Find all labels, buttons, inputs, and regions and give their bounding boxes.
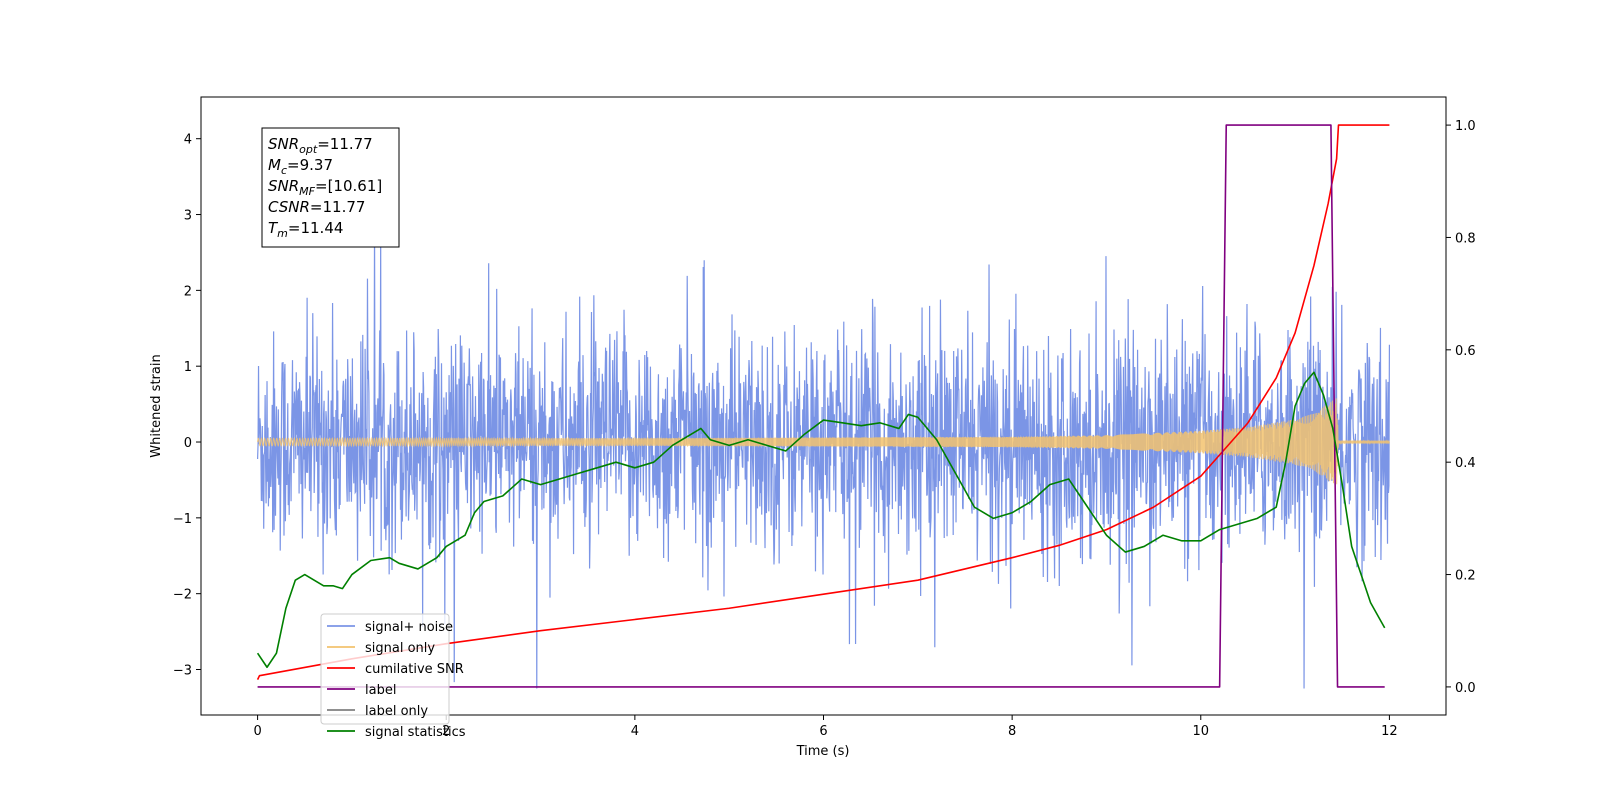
x-axis-label: Time (s) <box>796 744 850 759</box>
annotation-line: Mc=9.37 <box>268 156 333 177</box>
legend-label: label only <box>365 704 428 719</box>
legend-label: cumilative SNR <box>365 662 464 677</box>
legend-label: signal statistics <box>365 725 466 740</box>
y-axis-label: Whitened strain <box>149 354 164 457</box>
legend-item: label <box>327 683 396 698</box>
y2-tick-label: 0.2 <box>1455 569 1476 584</box>
y2-tick-label: 0.8 <box>1455 231 1476 246</box>
y-tick-label: 4 <box>184 133 192 148</box>
legend-item: label only <box>327 704 428 719</box>
legend-label: label <box>365 683 396 698</box>
legend-frame <box>320 613 450 725</box>
x-tick-label: 8 <box>1008 724 1016 739</box>
series-line-signal-only <box>257 398 1390 487</box>
series-line-signal-noise <box>256 215 1391 689</box>
y-tick-label: 2 <box>184 284 192 299</box>
x-tick-label: 6 <box>819 724 827 739</box>
legend-item: signal+ noise <box>327 620 453 635</box>
x-tick-label: 2 <box>442 724 450 739</box>
y-tick-label: 3 <box>184 209 192 224</box>
x-tick-label: 10 <box>1192 724 1209 739</box>
y2-tick-label: 1.0 <box>1455 119 1476 134</box>
series-line-cumulative-snr <box>256 124 1390 680</box>
y-tick-label: 0 <box>184 436 192 451</box>
y-tick-label: 1 <box>184 360 192 375</box>
y2-tick-label: 0.6 <box>1455 344 1476 359</box>
annotation-line: CSNR=11.77 <box>268 198 365 216</box>
annotation-box: SNRopt=11.77Mc=9.37SNRMF=[10.61]CSNR=11.… <box>261 127 400 248</box>
y2-tick-label: 0.4 <box>1455 456 1476 471</box>
annotation-frame <box>261 127 400 248</box>
y-tick-label: −3 <box>173 664 192 679</box>
legend-label: signal+ noise <box>365 620 453 635</box>
y-tick-label: −1 <box>173 512 192 527</box>
series-line-label <box>257 124 1385 688</box>
x-tick-label: 12 <box>1381 724 1398 739</box>
legend-item: cumilative SNR <box>327 662 464 677</box>
legend-item: signal only <box>327 641 435 656</box>
legend: signal+ noise signal only cumilative SNR la… <box>320 613 466 740</box>
y-tick-label: −2 <box>173 588 192 603</box>
annotation-line: SNRopt=11.77 <box>268 135 373 156</box>
annotation-line: Tm=11.44 <box>268 219 343 240</box>
legend-label: signal only <box>365 641 435 656</box>
series-line-signal-statistics <box>256 371 1386 669</box>
x-tick-label: 0 <box>253 724 261 739</box>
x-tick-label: 4 <box>631 724 639 739</box>
legend-item: signal statistics <box>327 725 466 740</box>
y2-tick-label: 0.0 <box>1455 681 1476 696</box>
annotation-line: SNRMF=[10.61] <box>268 177 382 198</box>
